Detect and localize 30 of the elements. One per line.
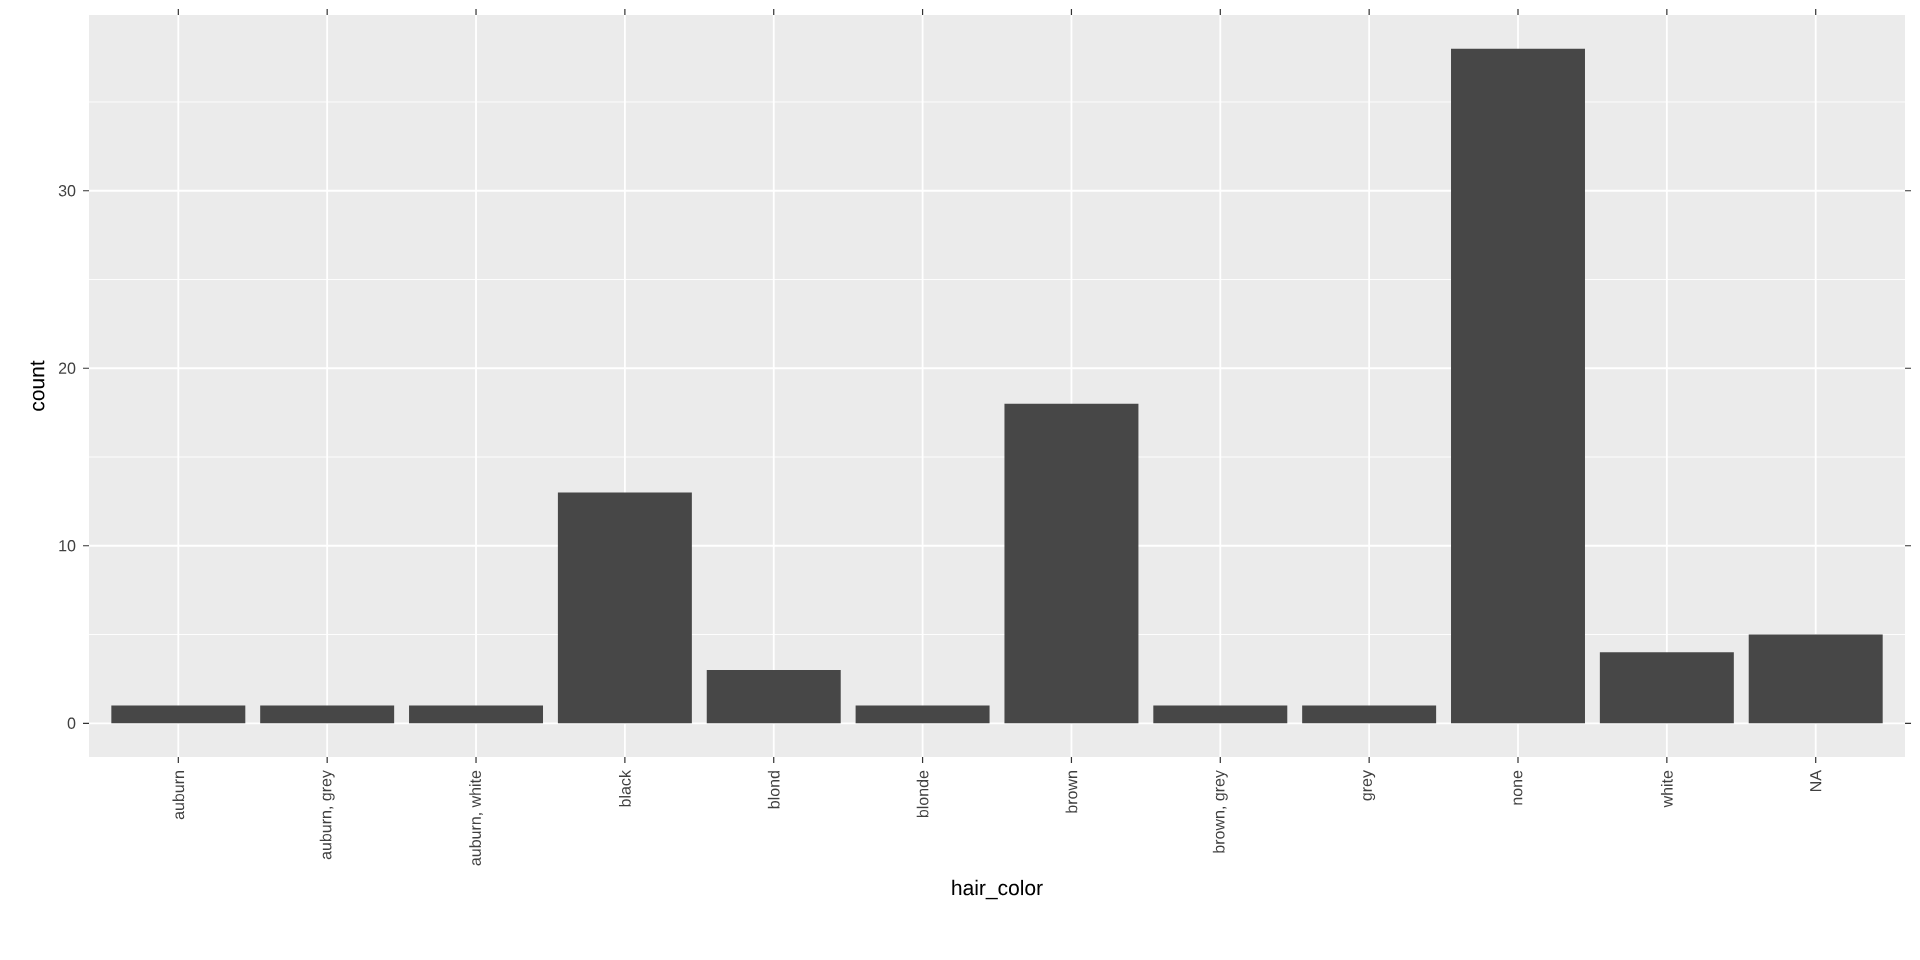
y-tick-label: 30 (58, 185, 76, 197)
x-tick-label: auburn, white (469, 770, 483, 866)
bar (1153, 705, 1288, 724)
y-tick-label: 20 (58, 362, 76, 374)
bar (111, 705, 246, 724)
x-tick-label: auburn (172, 771, 185, 820)
x-tick-label: brown (1065, 771, 1078, 813)
x-tick-label: blond (767, 771, 780, 809)
bar (1748, 634, 1883, 724)
bar (855, 705, 990, 724)
x-tick-label: white (1660, 770, 1673, 808)
x-tick-label: blonde (916, 770, 929, 818)
bar (260, 705, 395, 724)
x-axis-title: hair_color (952, 879, 1043, 900)
y-tick-label: 0 (67, 717, 76, 729)
y-axis-title: count (30, 360, 45, 411)
y-tick-label: 10 (59, 540, 76, 552)
x-tick-label: NA (1810, 770, 1822, 791)
x-tick-label: brown, grey (1212, 770, 1228, 853)
x-tick-label: black (618, 770, 631, 807)
bar (1599, 652, 1734, 724)
x-tick-label: grey (1363, 770, 1376, 801)
x-tick-label: auburn, grey (319, 770, 335, 860)
x-tick-label: none (1513, 770, 1523, 805)
bar (557, 492, 692, 724)
bar (1302, 705, 1437, 724)
bar (706, 670, 841, 724)
bar (1004, 403, 1139, 724)
bar (1451, 48, 1585, 724)
bar (409, 705, 544, 724)
